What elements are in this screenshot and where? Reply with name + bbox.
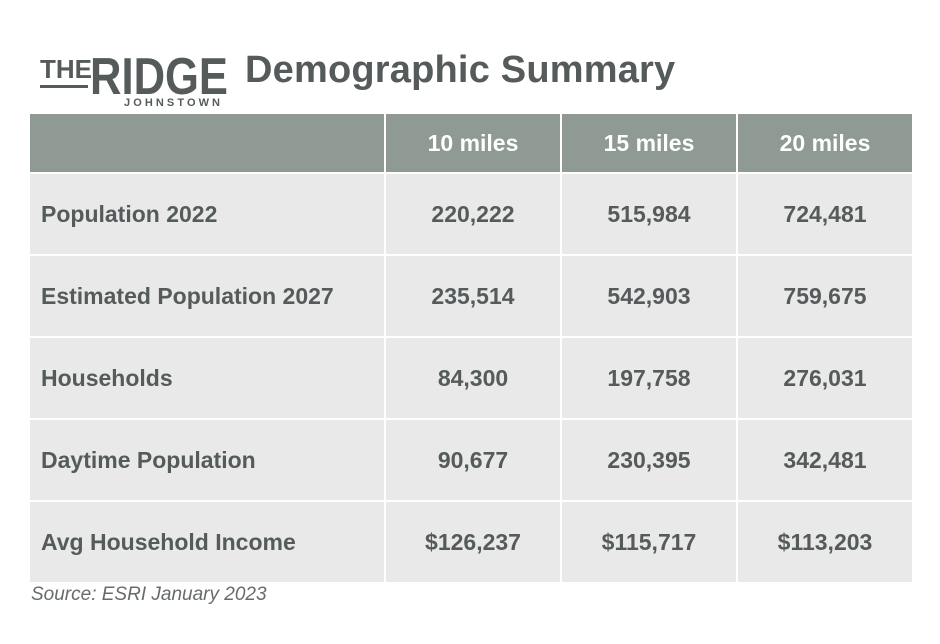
header-15-miles: 15 miles [561, 114, 738, 173]
header: THE RIDGE JOHNSTOWN Demographic Summary [30, 36, 910, 112]
table-header-row: 10 miles 15 miles 20 miles [30, 114, 912, 173]
logo-ridge: RIDGE [90, 48, 228, 106]
demographic-table: 10 miles 15 miles 20 miles Population 20… [30, 114, 912, 582]
cell-value: 230,395 [561, 418, 738, 501]
cell-value: 515,984 [561, 172, 738, 255]
logo-johnstown: JOHNSTOWN [124, 97, 220, 108]
row-label: Households [30, 336, 386, 419]
cell-value: 84,300 [385, 336, 562, 419]
cell-value: 759,675 [737, 254, 912, 337]
cell-value: $115,717 [561, 500, 738, 582]
cell-value: 724,481 [737, 172, 912, 255]
row-label: Avg Household Income [30, 500, 386, 582]
row-label: Estimated Population 2027 [30, 254, 386, 337]
row-label: Daytime Population [30, 418, 386, 501]
row-label: Population 2022 [30, 172, 386, 255]
table-row: Avg Household Income $126,237 $115,717 $… [30, 500, 912, 582]
table-row: Households 84,300 197,758 276,031 [30, 336, 912, 419]
logo-the: THE [40, 54, 92, 84]
cell-value: $113,203 [737, 500, 912, 582]
table-row: Estimated Population 2027 235,514 542,90… [30, 254, 912, 337]
header-20-miles: 20 miles [737, 114, 912, 173]
cell-value: 197,758 [561, 336, 738, 419]
cell-value: 342,481 [737, 418, 912, 501]
table-row: Population 2022 220,222 515,984 724,481 [30, 172, 912, 255]
source-note: Source: ESRI January 2023 [31, 584, 267, 605]
cell-value: $126,237 [385, 500, 562, 582]
page-title: Demographic Summary [245, 49, 676, 91]
header-10-miles: 10 miles [385, 114, 562, 173]
cell-value: 220,222 [385, 172, 562, 255]
cell-value: 90,677 [385, 418, 562, 501]
cell-value: 235,514 [385, 254, 562, 337]
table-row: Daytime Population 90,677 230,395 342,48… [30, 418, 912, 501]
header-blank [30, 114, 386, 173]
the-ridge-johnstown-logo: THE RIDGE JOHNSTOWN [40, 48, 228, 108]
cell-value: 276,031 [737, 336, 912, 419]
cell-value: 542,903 [561, 254, 738, 337]
